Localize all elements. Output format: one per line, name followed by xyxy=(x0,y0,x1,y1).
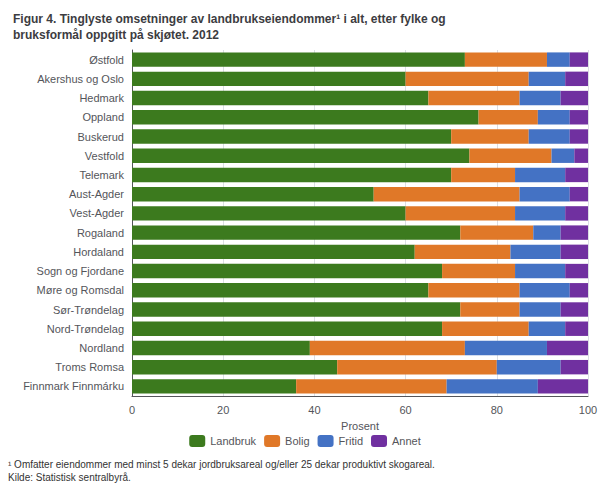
svg-text:Sør-Trøndelag: Sør-Trøndelag xyxy=(53,304,124,316)
svg-text:Sogn og Fjordane: Sogn og Fjordane xyxy=(37,265,124,277)
svg-text:Landbruk: Landbruk xyxy=(210,435,256,447)
svg-text:Rogaland: Rogaland xyxy=(77,227,124,239)
svg-text:20: 20 xyxy=(217,404,229,416)
svg-text:Bolig: Bolig xyxy=(285,435,309,447)
svg-text:Finnmark Finnmárku: Finnmark Finnmárku xyxy=(23,380,124,392)
svg-text:Troms Romsa: Troms Romsa xyxy=(55,361,125,373)
svg-text:Østfold: Østfold xyxy=(89,54,124,66)
svg-text:Prosent: Prosent xyxy=(341,420,379,432)
svg-text:0: 0 xyxy=(129,404,135,416)
svg-text:Buskerud: Buskerud xyxy=(78,131,124,143)
svg-text:bruksformål oppgitt på skjøtet: bruksformål oppgitt på skjøtet. 2012 xyxy=(13,28,219,42)
svg-text:80: 80 xyxy=(491,404,503,416)
svg-text:Nordland: Nordland xyxy=(79,342,124,354)
svg-text:Vestfold: Vestfold xyxy=(85,150,124,162)
svg-text:Møre og Romsdal: Møre og Romsdal xyxy=(37,284,124,296)
svg-text:Oppland: Oppland xyxy=(82,111,124,123)
svg-text:Akershus og Oslo: Akershus og Oslo xyxy=(37,73,124,85)
svg-text:100: 100 xyxy=(579,404,597,416)
svg-text:40: 40 xyxy=(308,404,320,416)
svg-text:Aust-Agder: Aust-Agder xyxy=(69,188,124,200)
svg-text:Kilde: Statistisk sentralbyrå.: Kilde: Statistisk sentralbyrå. xyxy=(8,472,131,483)
svg-text:¹ Omfatter eiendommer med mins: ¹ Omfatter eiendommer med minst 5 dekar … xyxy=(8,459,435,470)
svg-text:Nord-Trøndelag: Nord-Trøndelag xyxy=(47,323,124,335)
svg-text:Vest-Agder: Vest-Agder xyxy=(70,207,125,219)
svg-text:Telemark: Telemark xyxy=(79,169,124,181)
svg-text:Fritid: Fritid xyxy=(339,435,363,447)
svg-text:Annet: Annet xyxy=(392,435,421,447)
svg-text:Hordaland: Hordaland xyxy=(73,246,124,258)
svg-text:60: 60 xyxy=(399,404,411,416)
svg-text:Hedmark: Hedmark xyxy=(79,92,124,104)
svg-text:Figur 4. Tinglyste omsetninger: Figur 4. Tinglyste omsetninger av landbr… xyxy=(13,12,446,26)
